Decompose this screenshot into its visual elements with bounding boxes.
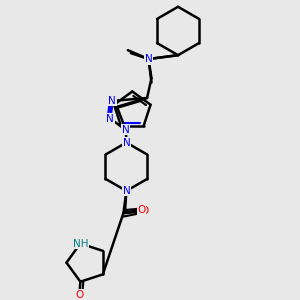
Text: N: N [108,96,116,106]
Text: N: N [106,114,114,124]
Text: N: N [122,186,130,196]
Text: O: O [140,206,148,216]
Text: O: O [75,290,84,300]
Text: N: N [122,137,130,148]
Text: NH: NH [73,238,88,248]
Text: O: O [137,205,145,215]
Text: N: N [145,54,152,64]
Text: N: N [122,125,130,135]
Text: N: N [145,54,152,64]
